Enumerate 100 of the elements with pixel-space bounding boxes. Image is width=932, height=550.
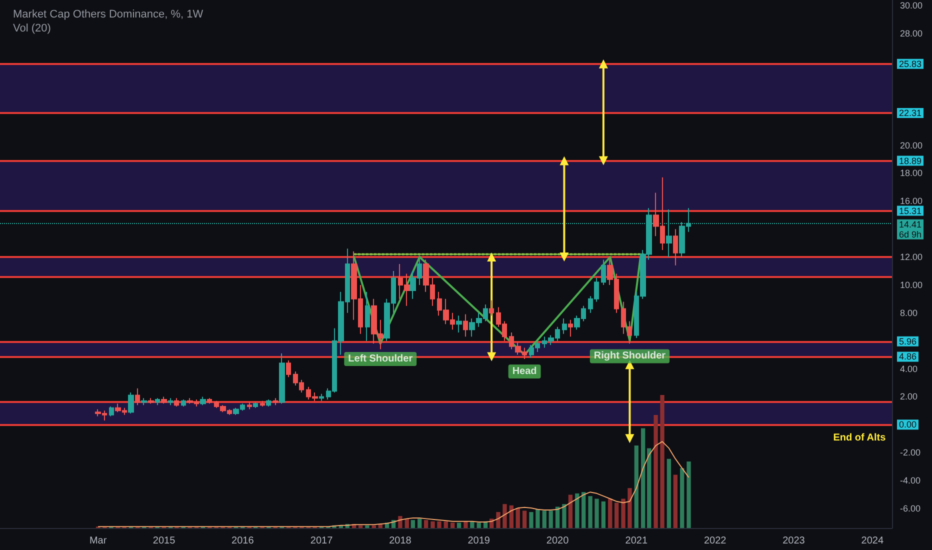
candlestick [489,300,494,316]
x-tick-label: 2021 [625,536,648,546]
bar [358,525,363,528]
bar [437,521,442,528]
y-tick-label: 8.00 [900,308,918,318]
bar [404,518,409,528]
candlestick [128,392,134,414]
bar [502,504,507,528]
ref-line-label: 4.86 [899,352,917,362]
x-tick-label: 2016 [232,536,254,546]
x-tick-label: 2019 [468,536,490,546]
bar [464,521,468,528]
annotation: Head [512,366,537,378]
bar [614,502,619,528]
y-tick-label: 10.00 [900,280,923,290]
bar [647,448,652,528]
candlestick [148,398,154,404]
candlestick [253,402,258,408]
bar [522,510,527,528]
candlestick [568,319,573,338]
candlestick [286,360,291,378]
bar [372,525,376,528]
candlestick [266,398,271,407]
bar [666,458,672,528]
bar [496,512,500,528]
candlestick [456,315,462,333]
annotation: Right Shoulder [594,350,666,362]
bar [634,446,638,528]
y-tick-label: -4.00 [900,476,921,486]
bar [450,522,455,528]
candlestick [181,398,186,407]
candlestick [200,396,206,406]
bar [418,518,422,528]
ref-line-label: 18.89 [899,156,922,166]
ref-line-label: 15.31 [899,206,922,216]
bar [628,488,632,528]
bar [398,516,402,528]
bar [575,493,580,528]
x-tick-label: 2023 [782,536,806,546]
bar [641,428,646,528]
x-tick-label: 2020 [546,536,570,546]
bar [476,522,481,528]
y-tick-label: -6.00 [900,503,921,514]
x-tick-label: 2015 [152,536,176,546]
bar [660,395,664,528]
candlestick [141,398,147,406]
bar [608,498,612,528]
bar [529,512,534,528]
bar [516,508,520,528]
annotation: Left Shoulder [348,353,413,364]
y-tick-label: 30.00 [900,0,923,11]
bar [444,521,448,528]
y-tick-label: 16.00 [900,196,923,206]
x-tick-label: 2017 [310,536,334,546]
candlestick [207,398,212,404]
y-tick-label: 12.00 [900,252,923,262]
chart-title: Vol (20) [13,22,51,34]
y-tick-label: -2.00 [900,448,921,458]
candlestick [174,398,179,407]
candlestick [365,291,370,342]
bar [601,501,606,528]
bar [470,521,474,528]
text: Market Cap Others Dominance, %, 1W [13,8,204,20]
ref-line-label: 14.41 6d 9h [899,219,922,240]
candlestick [260,400,265,407]
bar [536,509,540,528]
x-tick-label: 2018 [389,536,412,546]
candlestick [155,398,160,406]
candlestick [673,228,678,266]
candlestick [247,402,252,410]
bar [568,494,573,528]
bar [621,498,626,528]
candlestick [109,406,114,417]
x-tick-label: Mar [89,536,108,546]
ref-line-label: 0.00 [899,420,917,430]
candlestick [273,398,278,406]
bar [673,474,678,528]
candlestick [601,259,606,286]
bar [542,510,546,528]
ref-line-label: 22.31 [899,108,922,118]
ref-line-label: 5.96 [899,336,917,346]
bar [680,468,684,528]
candlestick [135,388,140,406]
y-tick-label: 4.00 [900,364,918,374]
annotation: End of Alts [833,432,886,444]
bar [686,462,691,528]
candlestick [319,393,324,402]
bar [424,520,428,528]
bar [555,506,560,528]
bar [456,522,462,528]
y-tick-label: 20.00 [900,140,923,150]
bar [562,504,566,528]
bar [594,498,599,528]
y-tick-label: 2.00 [900,392,918,402]
candlestick [463,314,468,338]
bar [582,492,586,528]
bar [365,525,370,528]
bar [548,510,553,528]
candlestick [279,352,285,404]
y-tick-label: 18.00 [900,168,923,178]
